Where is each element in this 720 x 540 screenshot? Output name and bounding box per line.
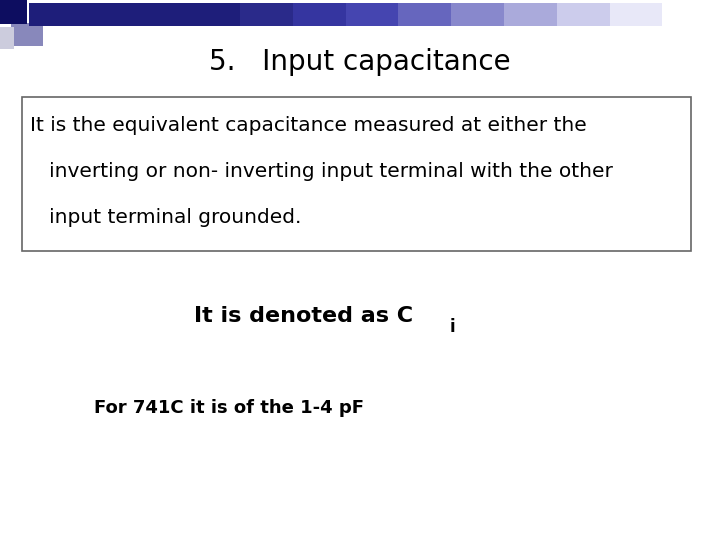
Bar — [504, 3, 557, 26]
Text: 5.   Input capacitance: 5. Input capacitance — [210, 48, 510, 76]
Text: It is denoted as C: It is denoted as C — [194, 306, 413, 326]
Bar — [0, 0, 27, 24]
Bar — [81, 3, 135, 26]
Bar — [293, 3, 346, 26]
Bar — [451, 3, 504, 26]
Bar — [0, 27, 14, 49]
Bar — [346, 3, 398, 26]
Bar — [187, 3, 240, 26]
Bar — [11, 23, 43, 46]
Text: input terminal grounded.: input terminal grounded. — [30, 207, 302, 227]
Text: i: i — [450, 318, 456, 336]
Bar — [398, 3, 451, 26]
Bar — [135, 3, 187, 26]
Text: inverting or non- inverting input terminal with the other: inverting or non- inverting input termin… — [30, 161, 613, 181]
Text: It is the equivalent capacitance measured at either the: It is the equivalent capacitance measure… — [30, 116, 587, 135]
Bar — [240, 3, 293, 26]
FancyBboxPatch shape — [22, 97, 691, 251]
Bar — [557, 3, 610, 26]
Bar — [29, 3, 81, 26]
Bar — [610, 3, 662, 26]
Text: For 741C it is of the 1-4 pF: For 741C it is of the 1-4 pF — [94, 399, 364, 417]
